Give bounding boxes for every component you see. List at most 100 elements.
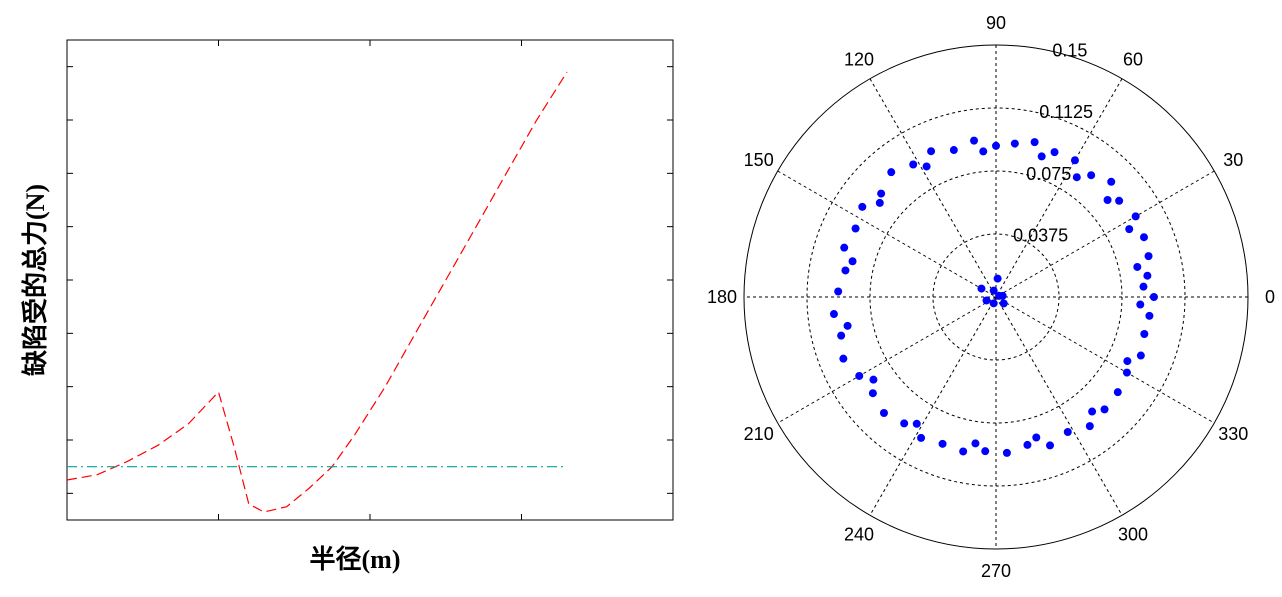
polar-point — [887, 168, 896, 177]
polar-point — [1030, 138, 1039, 147]
polar-point — [868, 389, 877, 398]
polar-point — [1085, 422, 1094, 431]
polar-point — [1139, 233, 1148, 242]
polar-point — [1100, 405, 1109, 414]
polar-point — [1103, 196, 1112, 205]
y-axis-label: 缺陷受的总力(N) — [20, 184, 50, 376]
polar-point — [840, 243, 849, 252]
polar-point — [1145, 311, 1154, 320]
polar-ring — [806, 107, 1186, 487]
polar-point — [1002, 448, 1011, 457]
polar-point — [982, 296, 991, 305]
polar-point — [981, 447, 990, 456]
polar-point — [977, 284, 986, 293]
polar-angle-label: 240 — [844, 524, 874, 544]
polar-point — [1107, 177, 1116, 186]
polar-point — [851, 224, 860, 233]
polar-angle-label: 330 — [1218, 424, 1248, 444]
polar-angle-label: 210 — [744, 424, 774, 444]
polar-point — [999, 299, 1008, 308]
polar-point — [1136, 300, 1145, 309]
polar-point — [971, 439, 980, 448]
line-chart-series — [66, 71, 568, 513]
line-chart-ticks — [67, 40, 673, 520]
polar-chart: 0.0375 0.075 0.1125 0.15 0 30 60 90 120 150 180 21… — [707, 13, 1275, 581]
polar-point — [1115, 196, 1124, 205]
polar-point — [1050, 148, 1059, 157]
polar-point — [927, 147, 936, 156]
polar-point — [1063, 427, 1072, 436]
polar-point — [909, 160, 918, 169]
polar-point — [1037, 152, 1046, 161]
polar-radial-label: 0.075 — [1026, 164, 1071, 184]
polar-point — [1125, 225, 1134, 234]
polar-point — [1046, 441, 1055, 450]
polar-point — [1010, 139, 1019, 148]
polar-point — [1088, 407, 1097, 416]
polar-point — [989, 299, 998, 308]
polar-point — [875, 198, 884, 207]
polar-point — [959, 447, 968, 456]
polar-point — [1122, 368, 1131, 377]
polar-ring — [932, 233, 1060, 361]
polar-angle-label: 120 — [844, 50, 874, 70]
polar-point — [993, 274, 1002, 283]
polar-angle-label: 60 — [1123, 50, 1143, 70]
polar-point — [1123, 357, 1132, 366]
polar-radial-label: 0.15 — [1052, 41, 1087, 61]
polar-radial-label: 0.1125 — [1039, 102, 1093, 122]
polar-angle-label: 0 — [1265, 287, 1275, 307]
polar-angle-label: 30 — [1223, 150, 1243, 170]
polar-point — [855, 371, 864, 380]
polar-point — [970, 136, 979, 145]
polar-point — [834, 287, 843, 296]
polar-point — [877, 189, 886, 198]
polar-point — [837, 331, 846, 340]
polar-point — [1070, 156, 1079, 165]
polar-point — [1032, 433, 1041, 442]
polar-point — [1143, 271, 1152, 280]
polar-point — [949, 146, 958, 155]
polar-point — [839, 354, 848, 363]
polar-ring — [869, 170, 1123, 424]
polar-angle-label: 90 — [986, 13, 1006, 33]
polar-point — [1113, 388, 1122, 397]
polar-point — [900, 419, 909, 428]
x-axis-label: 半径(m) — [310, 545, 401, 574]
polar-outer-ring — [743, 44, 1249, 550]
polar-point — [843, 321, 852, 330]
polar-point — [989, 286, 998, 295]
polar-point — [917, 433, 926, 442]
polar-point — [912, 419, 921, 428]
polar-angle-label: 270 — [981, 561, 1011, 581]
polar-point — [1087, 171, 1096, 180]
polar-radial-label: 0.0375 — [1013, 225, 1068, 245]
polar-point — [848, 257, 857, 266]
polar-point — [879, 409, 888, 418]
polar-point — [938, 439, 947, 448]
polar-point — [1144, 252, 1153, 261]
polar-radial-labels: 0.0375 0.075 0.1125 0.15 — [1013, 41, 1093, 246]
polar-angle-labels: 0 30 60 90 120 150 180 210 240 270 300 330 — [707, 13, 1275, 581]
polar-point — [869, 375, 878, 384]
line-chart-frame — [66, 39, 674, 521]
polar-point — [858, 202, 867, 211]
polar-point — [1133, 262, 1142, 271]
polar-point — [995, 291, 1004, 300]
polar-point — [841, 266, 850, 275]
polar-point — [1139, 282, 1148, 291]
line-series-0 — [66, 71, 568, 513]
polar-point — [1072, 173, 1081, 182]
polar-point — [1140, 329, 1149, 338]
polar-point — [1023, 440, 1032, 449]
polar-point — [992, 141, 1000, 150]
polar-angle-label: 150 — [744, 150, 774, 170]
polar-angle-label: 180 — [707, 287, 737, 307]
polar-angle-label: 300 — [1118, 524, 1148, 544]
polar-point — [1136, 351, 1145, 360]
polar-point — [1131, 212, 1140, 221]
polar-point — [829, 310, 838, 319]
polar-point — [1149, 293, 1158, 301]
polar-point — [922, 162, 931, 171]
